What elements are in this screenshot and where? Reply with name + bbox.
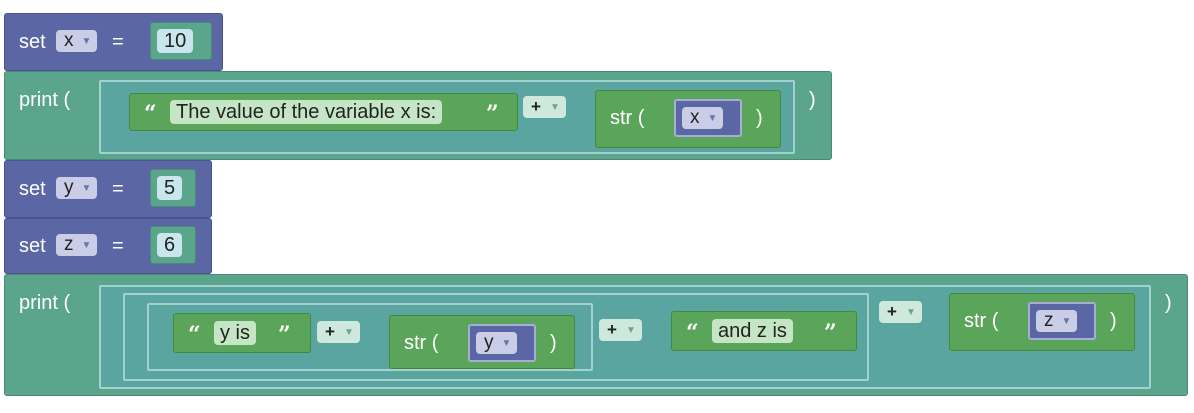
concat-expression-outer[interactable]: “ y is ” + ▼ str ( y ▼ ) xyxy=(99,285,1151,389)
number-block[interactable]: 10 xyxy=(150,22,212,60)
dropdown-arrow-icon: ▼ xyxy=(343,326,354,338)
quote-open-icon: “ xyxy=(188,322,201,348)
dropdown-arrow-icon: ▼ xyxy=(81,182,92,194)
quote-open-icon: “ xyxy=(686,320,699,346)
set-keyword: set xyxy=(19,235,46,257)
variable-dropdown-y[interactable]: y ▼ xyxy=(56,177,98,199)
operator-symbol: + xyxy=(531,97,541,116)
text-block-y-is[interactable]: “ y is ” xyxy=(173,313,311,353)
print-block-1[interactable]: print ( ) “ The value of the variable x … xyxy=(4,71,832,160)
variable-name: x xyxy=(690,107,700,128)
variable-name: z xyxy=(1044,310,1054,331)
str-close-paren: ) xyxy=(756,107,763,129)
variable-block-z[interactable]: z ▼ xyxy=(1028,302,1096,340)
number-field[interactable]: 10 xyxy=(157,29,194,53)
operator-symbol: + xyxy=(607,320,617,339)
number-block[interactable]: 5 xyxy=(150,169,196,207)
variable-name: z xyxy=(64,234,74,255)
dropdown-arrow-icon: ▼ xyxy=(1061,315,1072,327)
dropdown-arrow-icon: ▼ xyxy=(625,324,636,336)
variable-dropdown-z[interactable]: z ▼ xyxy=(1036,310,1078,332)
variable-dropdown-x[interactable]: x ▼ xyxy=(682,107,724,129)
str-open-label: str ( xyxy=(964,310,999,332)
str-open-label: str ( xyxy=(404,332,439,354)
dropdown-arrow-icon: ▼ xyxy=(905,306,916,318)
str-function-block-z[interactable]: str ( z ▼ ) xyxy=(949,293,1135,351)
number-block[interactable]: 6 xyxy=(150,226,196,264)
print-close-paren: ) xyxy=(1165,292,1172,314)
print-keyword: print ( xyxy=(19,292,71,314)
dropdown-arrow-icon: ▼ xyxy=(549,101,560,113)
set-y-block[interactable]: set y ▼ = 5 xyxy=(4,160,212,218)
text-field[interactable]: The value of the variable x is: xyxy=(170,100,443,124)
variable-block-y[interactable]: y ▼ xyxy=(468,324,536,362)
dropdown-arrow-icon: ▼ xyxy=(707,112,718,124)
quote-open-icon: “ xyxy=(144,101,157,127)
concat-expression-middle[interactable]: “ y is ” + ▼ str ( y ▼ ) xyxy=(123,293,869,381)
operator-dropdown[interactable]: + ▼ xyxy=(523,96,566,118)
set-x-block[interactable]: set x ▼ = 10 xyxy=(4,13,223,71)
quote-close-icon: ” xyxy=(824,320,837,346)
text-block-and-z-is[interactable]: “ and z is ” xyxy=(671,311,857,351)
operator-dropdown[interactable]: + ▼ xyxy=(317,321,360,343)
text-field[interactable]: y is xyxy=(214,321,256,345)
dropdown-arrow-icon: ▼ xyxy=(81,239,92,251)
operator-dropdown[interactable]: + ▼ xyxy=(599,319,642,341)
set-keyword: set xyxy=(19,178,46,200)
quote-close-icon: ” xyxy=(486,101,499,127)
str-close-paren: ) xyxy=(550,332,557,354)
text-block[interactable]: “ The value of the variable x is: ” xyxy=(129,93,518,131)
variable-name: x xyxy=(64,30,74,51)
equals-sign: = xyxy=(112,178,124,200)
equals-sign: = xyxy=(112,31,124,53)
operator-dropdown[interactable]: + ▼ xyxy=(879,301,922,323)
operator-symbol: + xyxy=(325,322,335,341)
str-function-block-y[interactable]: str ( y ▼ ) xyxy=(389,315,575,369)
concat-expression-inner[interactable]: “ y is ” + ▼ str ( y ▼ ) xyxy=(147,303,593,371)
set-keyword: set xyxy=(19,31,46,53)
dropdown-arrow-icon: ▼ xyxy=(81,35,92,47)
quote-close-icon: ” xyxy=(278,322,291,348)
str-open-label: str ( xyxy=(610,107,645,129)
variable-block-x[interactable]: x ▼ xyxy=(674,99,742,137)
number-field[interactable]: 6 xyxy=(157,233,183,257)
print-keyword: print ( xyxy=(19,89,71,111)
print-block-2[interactable]: print ( ) “ y is ” + ▼ str ( xyxy=(4,274,1188,396)
str-close-paren: ) xyxy=(1110,310,1117,332)
variable-name: y xyxy=(64,177,74,198)
equals-sign: = xyxy=(112,235,124,257)
dropdown-arrow-icon: ▼ xyxy=(501,337,512,349)
str-function-block[interactable]: str ( x ▼ ) xyxy=(595,90,781,148)
variable-name: y xyxy=(484,332,494,353)
text-field[interactable]: and z is xyxy=(712,319,793,343)
print-close-paren: ) xyxy=(809,89,816,111)
number-field[interactable]: 5 xyxy=(157,176,183,200)
operator-symbol: + xyxy=(887,302,897,321)
concat-expression[interactable]: “ The value of the variable x is: ” + ▼ … xyxy=(99,80,795,154)
variable-dropdown-y[interactable]: y ▼ xyxy=(476,332,518,354)
set-z-block[interactable]: set z ▼ = 6 xyxy=(4,218,212,274)
variable-dropdown-x[interactable]: x ▼ xyxy=(56,30,98,52)
variable-dropdown-z[interactable]: z ▼ xyxy=(56,234,98,256)
